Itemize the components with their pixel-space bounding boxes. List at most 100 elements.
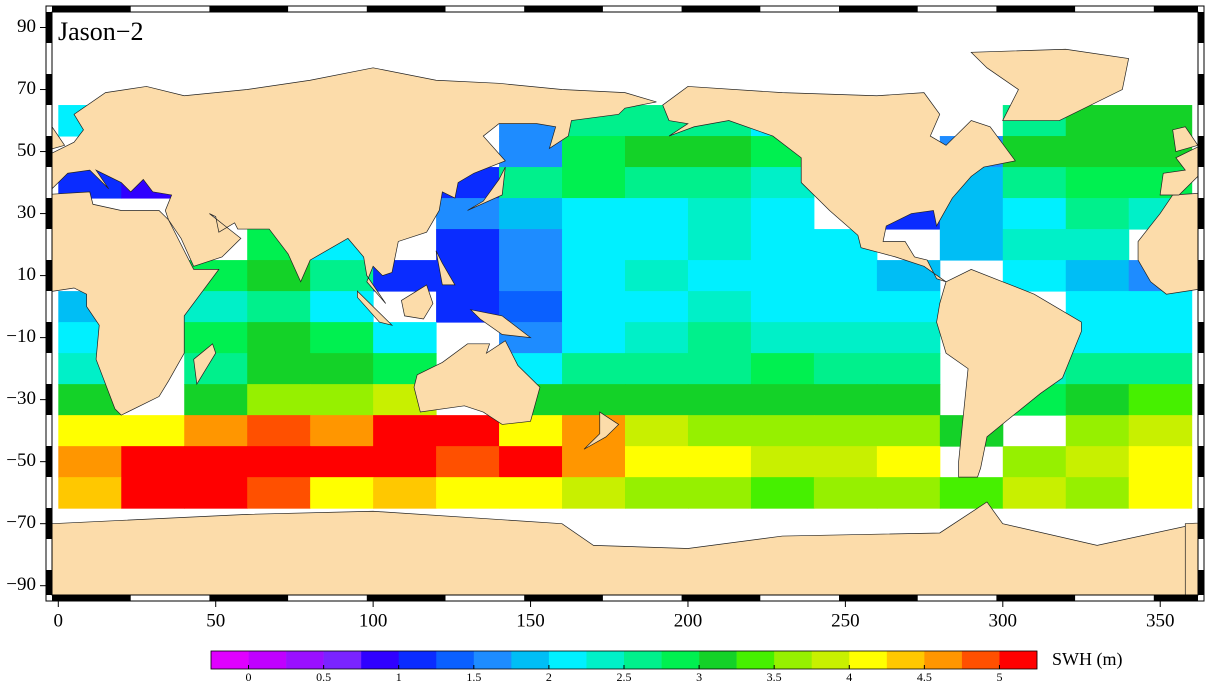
- swh-cell: [1128, 353, 1193, 385]
- swh-cell: [876, 477, 941, 509]
- axes: 0 50 100 150 200 250 300 350 90 70 50 30 10 −10 −30 −50…: [6, 16, 1174, 631]
- colorbar-swatch: [548, 651, 587, 669]
- swh-cell: [876, 446, 941, 478]
- colorbar: 0 0.5 1 1.5 2 2.5 3 3.5 4 4.5 5: [210, 650, 1038, 684]
- swh-cell: [58, 477, 122, 509]
- swh-cell: [687, 198, 752, 230]
- colorbar-tick-label: 3.5: [767, 670, 782, 684]
- y-tick-label: −90: [6, 574, 36, 595]
- swh-grid: [58, 105, 1193, 509]
- colorbar-swatch: [774, 651, 813, 669]
- philippines: [436, 251, 455, 285]
- madagascar: [194, 344, 216, 384]
- swh-cell: [247, 477, 311, 509]
- x-tick-label: 0: [54, 610, 64, 631]
- swh-cell: [1065, 384, 1130, 416]
- swh-cell: [1065, 353, 1130, 385]
- swh-cell: [625, 322, 689, 354]
- swh-cell: [562, 384, 626, 416]
- africa: [52, 192, 219, 415]
- swh-cell: [499, 446, 563, 478]
- swh-cell: [625, 477, 689, 509]
- swh-cell: [750, 446, 815, 478]
- swh-cell: [184, 446, 248, 478]
- swh-cell: [436, 415, 500, 447]
- swh-cell: [687, 167, 752, 199]
- swh-cell: [687, 446, 752, 478]
- y-tick-label: 70: [17, 78, 36, 99]
- swh-cell: [247, 353, 311, 385]
- swh-cell: [121, 477, 185, 509]
- x-tick-label: 350: [1146, 610, 1175, 631]
- swh-cell: [1065, 446, 1130, 478]
- swh-cell: [750, 229, 815, 261]
- colorbar-swatch: [248, 651, 287, 669]
- swh-cell: [121, 415, 185, 447]
- colorbar-swatch: [999, 651, 1038, 669]
- colorbar-swatch: [699, 651, 737, 669]
- swh-cell: [813, 353, 878, 385]
- colorbar-swatch: [286, 651, 324, 669]
- y-tick-label: −10: [6, 326, 36, 347]
- swh-cell: [436, 198, 500, 230]
- colorbar-swatch: [624, 651, 662, 669]
- swh-cell: [1065, 167, 1130, 199]
- swh-cell: [247, 291, 311, 323]
- swh-cell: [687, 136, 752, 168]
- colorbar-swatch: [586, 651, 625, 669]
- x-tick-label: 100: [359, 610, 388, 631]
- north-america: [663, 86, 1016, 281]
- y-tick-label: −50: [6, 450, 36, 471]
- swh-cell: [310, 322, 374, 354]
- swh-cell: [373, 322, 437, 354]
- swh-cell: [939, 198, 1004, 230]
- swh-cell: [750, 384, 815, 416]
- swh-cell: [750, 291, 815, 323]
- colorbar-swatch: [211, 651, 249, 669]
- swh-cell: [1128, 322, 1193, 354]
- swh-cell: [625, 353, 689, 385]
- swh-cell: [876, 322, 941, 354]
- swh-cell: [687, 353, 752, 385]
- south-america: [937, 269, 1082, 477]
- colorbar-swatch: [811, 651, 850, 669]
- swh-cell: [247, 322, 311, 354]
- swh-cell: [625, 198, 689, 230]
- swh-cell: [184, 353, 248, 385]
- swh-cell: [876, 384, 941, 416]
- swh-cell: [687, 322, 752, 354]
- colorbar-tick-label: 2: [546, 670, 552, 684]
- swh-cell: [1128, 415, 1193, 447]
- swh-cell: [876, 291, 941, 323]
- swh-cell: [562, 136, 626, 168]
- x-tick-label: 50: [206, 610, 225, 631]
- land: [52, 49, 1198, 595]
- new-zealand: [584, 412, 619, 449]
- swh-cell: [625, 384, 689, 416]
- swh-cell: [750, 353, 815, 385]
- swh-cell: [562, 291, 626, 323]
- swh-cell: [184, 322, 248, 354]
- swh-cell: [373, 446, 437, 478]
- swh-cell: [687, 415, 752, 447]
- y-tick-label: −70: [6, 512, 36, 533]
- swh-cell: [876, 415, 941, 447]
- swh-cell: [687, 291, 752, 323]
- x-tick-label: 200: [674, 610, 703, 631]
- colorbar-label: SWH (m): [1052, 649, 1123, 670]
- swh-cell: [687, 477, 752, 509]
- swh-cell: [58, 446, 122, 478]
- swh-cell: [1002, 198, 1067, 230]
- colorbar-swatch: [661, 651, 700, 669]
- swh-cell: [58, 415, 122, 447]
- swh-cell: [813, 477, 878, 509]
- swh-cell: [876, 353, 941, 385]
- swh-cell: [939, 477, 1004, 509]
- y-tick-label: 90: [17, 16, 36, 37]
- swh-cell: [499, 229, 563, 261]
- swh-cell: [1065, 291, 1130, 323]
- swh-cell: [750, 322, 815, 354]
- colorbar-swatch: [961, 651, 1000, 669]
- swh-cell: [373, 415, 437, 447]
- swh-cell: [310, 477, 374, 509]
